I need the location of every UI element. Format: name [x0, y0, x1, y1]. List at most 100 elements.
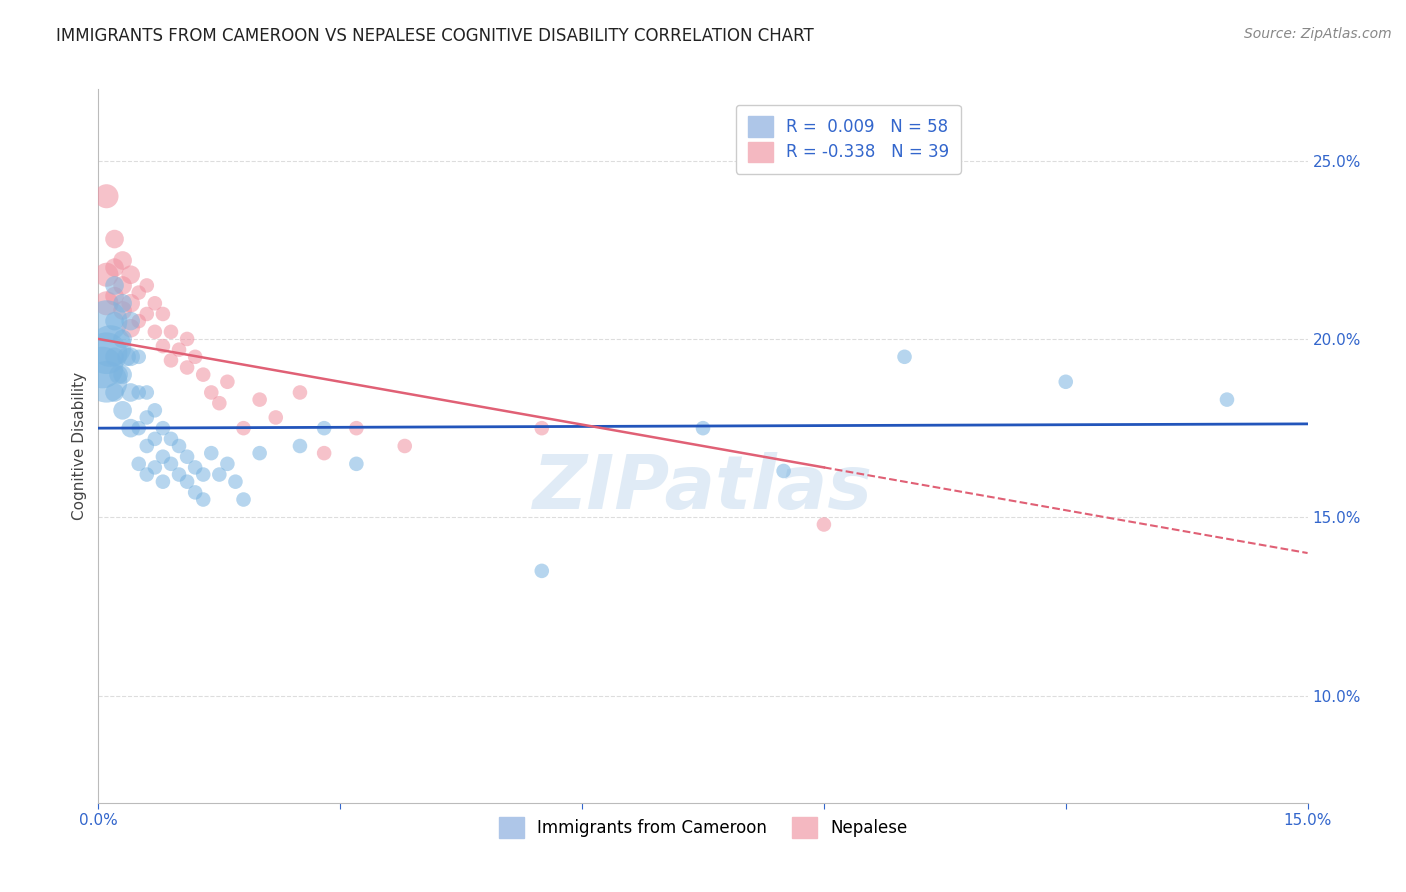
- Text: IMMIGRANTS FROM CAMEROON VS NEPALESE COGNITIVE DISABILITY CORRELATION CHART: IMMIGRANTS FROM CAMEROON VS NEPALESE COG…: [56, 27, 814, 45]
- Point: [111, 278, 134, 293]
- Point: [128, 421, 150, 435]
- Point: [184, 350, 207, 364]
- Point: [128, 314, 150, 328]
- Text: ZIPatlas: ZIPatlas: [533, 452, 873, 525]
- Point: [96, 189, 118, 203]
- Point: [184, 485, 207, 500]
- Point: [200, 446, 222, 460]
- Point: [128, 285, 150, 300]
- Point: [160, 457, 183, 471]
- Point: [160, 432, 183, 446]
- Point: [193, 492, 215, 507]
- Point: [103, 350, 125, 364]
- Point: [193, 467, 215, 482]
- Point: [120, 421, 142, 435]
- Point: [530, 421, 553, 435]
- Point: [152, 339, 174, 353]
- Point: [530, 564, 553, 578]
- Point: [813, 517, 835, 532]
- Point: [143, 296, 166, 310]
- Point: [152, 450, 174, 464]
- Legend: Immigrants from Cameroon, Nepalese: Immigrants from Cameroon, Nepalese: [492, 811, 914, 845]
- Point: [167, 343, 190, 357]
- Point: [103, 278, 125, 293]
- Point: [111, 403, 134, 417]
- Point: [692, 421, 714, 435]
- Y-axis label: Cognitive Disability: Cognitive Disability: [72, 372, 87, 520]
- Point: [1216, 392, 1239, 407]
- Point: [120, 350, 142, 364]
- Point: [111, 253, 134, 268]
- Point: [217, 457, 239, 471]
- Text: Source: ZipAtlas.com: Source: ZipAtlas.com: [1244, 27, 1392, 41]
- Point: [200, 385, 222, 400]
- Point: [128, 350, 150, 364]
- Point: [135, 467, 157, 482]
- Point: [176, 360, 198, 375]
- Point: [135, 439, 157, 453]
- Point: [232, 421, 254, 435]
- Point: [120, 268, 142, 282]
- Point: [176, 332, 198, 346]
- Point: [120, 321, 142, 335]
- Point: [96, 375, 118, 389]
- Point: [135, 385, 157, 400]
- Point: [893, 350, 915, 364]
- Point: [103, 385, 125, 400]
- Point: [128, 385, 150, 400]
- Point: [120, 385, 142, 400]
- Point: [344, 457, 367, 471]
- Point: [176, 450, 198, 464]
- Point: [152, 475, 174, 489]
- Point: [208, 396, 231, 410]
- Point: [111, 296, 134, 310]
- Point: [111, 332, 134, 346]
- Point: [217, 375, 239, 389]
- Point: [103, 314, 125, 328]
- Point: [135, 278, 157, 293]
- Point: [152, 307, 174, 321]
- Point: [208, 467, 231, 482]
- Point: [96, 346, 118, 360]
- Point: [103, 232, 125, 246]
- Point: [344, 421, 367, 435]
- Point: [160, 325, 183, 339]
- Point: [288, 385, 311, 400]
- Point: [167, 467, 190, 482]
- Point: [394, 439, 416, 453]
- Point: [176, 475, 198, 489]
- Point: [135, 410, 157, 425]
- Point: [120, 314, 142, 328]
- Point: [314, 421, 336, 435]
- Point: [184, 460, 207, 475]
- Point: [96, 268, 118, 282]
- Point: [120, 296, 142, 310]
- Point: [96, 314, 118, 328]
- Point: [100, 339, 122, 353]
- Point: [143, 432, 166, 446]
- Point: [143, 403, 166, 417]
- Point: [103, 260, 125, 275]
- Point: [224, 475, 246, 489]
- Point: [249, 446, 271, 460]
- Point: [249, 392, 271, 407]
- Point: [128, 457, 150, 471]
- Point: [314, 446, 336, 460]
- Point: [103, 289, 125, 303]
- Point: [152, 421, 174, 435]
- Point: [167, 439, 190, 453]
- Point: [772, 464, 794, 478]
- Point: [143, 325, 166, 339]
- Point: [111, 303, 134, 318]
- Point: [107, 368, 129, 382]
- Point: [232, 492, 254, 507]
- Point: [111, 368, 134, 382]
- Point: [288, 439, 311, 453]
- Point: [160, 353, 183, 368]
- Point: [193, 368, 215, 382]
- Point: [96, 296, 118, 310]
- Point: [91, 360, 114, 375]
- Point: [1054, 375, 1077, 389]
- Point: [264, 410, 287, 425]
- Point: [143, 460, 166, 475]
